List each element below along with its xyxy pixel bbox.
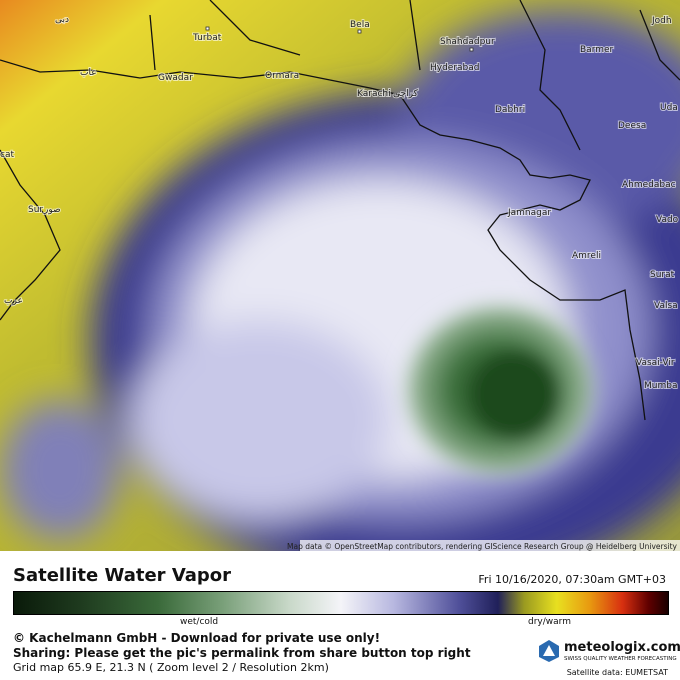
- source: Satellite data: EUMETSAT: [566, 668, 668, 677]
- place-label: Turbat: [192, 33, 222, 43]
- place-dot: [205, 26, 210, 31]
- legend-right: dry/warm: [528, 617, 571, 627]
- place-label: Hyderabad: [430, 63, 480, 73]
- place-label: Gwadar: [158, 73, 193, 83]
- coastlines: [0, 0, 680, 421]
- attribution-bg: [300, 540, 680, 551]
- place-label: Sur: [28, 205, 43, 215]
- place-label: cat: [0, 150, 14, 160]
- sharing: Sharing: Please get the pic's permalink …: [13, 646, 471, 660]
- grid-info: Grid map 65.9 E, 21.3 N ( Zoom level 2 /…: [13, 661, 329, 674]
- place-label: Vado: [656, 215, 679, 225]
- place-label: عرب: [4, 296, 23, 306]
- place-label: Ormara: [265, 71, 299, 81]
- place-label: Uda: [660, 103, 678, 113]
- place-label: Bela: [350, 20, 370, 30]
- place-label: Jodh: [651, 16, 672, 26]
- place-label: دبی: [55, 15, 69, 25]
- place-labels: دبی Turbat Bela Jodh Shahdadpur Barmer H…: [0, 14, 680, 392]
- place-label: Barmer: [580, 45, 614, 55]
- footer-panel: Satellite Water Vapor Fri 10/16/2020, 07…: [0, 551, 680, 680]
- color-bar: [13, 591, 669, 615]
- tagline: SWISS QUALITY WEATHER FORECASTING: [564, 656, 677, 662]
- satellite-map: دبی Turbat Bela Jodh Shahdadpur Barmer H…: [0, 0, 680, 551]
- place-label: صور: [43, 205, 61, 215]
- place-label: Jamnagar: [507, 208, 551, 218]
- place-label: Amreli: [572, 251, 601, 261]
- brand: meteologix.com: [564, 640, 680, 655]
- place-label: Karachi: [357, 89, 391, 99]
- place-label: Deesa: [618, 121, 646, 131]
- place-label: Shahdadpur: [440, 37, 495, 47]
- legend-left: wet/cold: [180, 617, 219, 627]
- place-dot: [357, 29, 362, 34]
- storm-eye: [470, 350, 560, 440]
- copyright: © Kachelmann GmbH - Download for private…: [13, 631, 381, 645]
- place-label: Mumba: [644, 381, 677, 391]
- brand-logo: [539, 640, 559, 662]
- place-dot: [469, 47, 474, 52]
- place-label: Ahmedabac: [622, 180, 676, 190]
- attribution: Map data © OpenStreetMap contributors, r…: [287, 542, 678, 551]
- place-label: Vasai-Vir: [636, 358, 675, 368]
- place-label: Valsa: [654, 301, 678, 311]
- place-label: Surat: [650, 270, 675, 280]
- datetime: Fri 10/16/2020, 07:30am GMT+03: [478, 573, 666, 586]
- place-label: کراچی: [393, 89, 419, 99]
- place-label: Dabhri: [495, 105, 525, 115]
- title: Satellite Water Vapor: [13, 565, 232, 586]
- place-label: عاب: [80, 68, 97, 78]
